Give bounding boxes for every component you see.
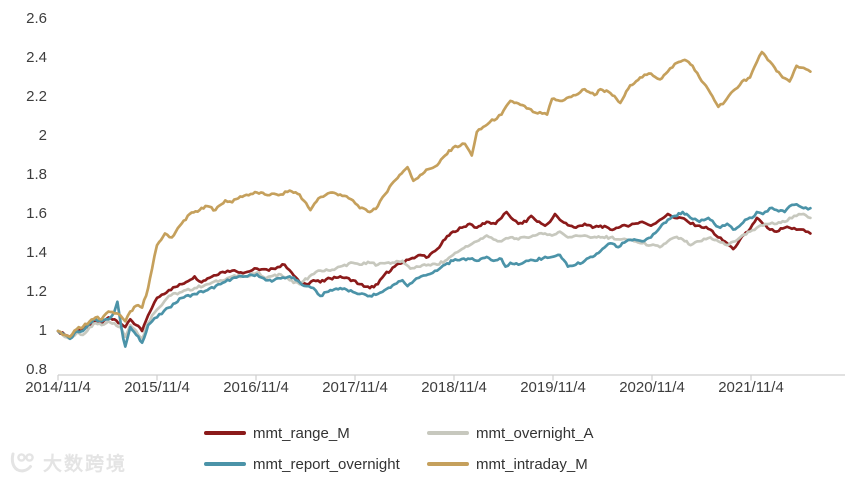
x-tick-label: 2019/11/4	[520, 379, 586, 396]
series-line-mmt_intraday_M	[56, 50, 812, 339]
legend-swatch-teal-icon	[204, 462, 246, 466]
legend-swatch-gray-icon	[427, 431, 469, 435]
y-tick-label: 2.6	[26, 10, 47, 27]
legend-item-mmt-overnight-a[interactable]: mmt_overnight_A	[427, 423, 594, 443]
legend-item-mmt-range-m[interactable]: mmt_range_M	[204, 423, 350, 443]
legend-item-mmt-report-overnight[interactable]: mmt_report_overnight	[204, 454, 400, 474]
watermark-text: 大数跨境	[43, 454, 128, 475]
x-tick-label: 2017/11/4	[322, 379, 388, 396]
legend-label: mmt_report_overnight	[253, 455, 400, 473]
x-tick-label: 2014/11/4	[25, 379, 91, 396]
y-tick-label: 1.4	[26, 244, 47, 261]
x-tick-label: 2016/11/4	[223, 379, 289, 396]
y-tick-label: 1.8	[26, 166, 47, 183]
y-tick-label: 0.8	[26, 361, 47, 378]
y-tick-label: 2.2	[26, 88, 47, 105]
legend-label: mmt_range_M	[253, 424, 350, 442]
x-tick-label: 2021/11/4	[718, 379, 784, 396]
legend-swatch-gold-icon	[427, 462, 469, 466]
series-line-mmt_range_M	[56, 210, 812, 339]
series-line-mmt_overnight_A	[56, 212, 812, 341]
legend-label: mmt_overnight_A	[476, 424, 594, 442]
y-tick-label: 1.2	[26, 283, 47, 300]
x-tick-label: 2018/11/4	[421, 379, 487, 396]
y-tick-label: 1.6	[26, 205, 47, 222]
x-tick-label: 2020/11/4	[619, 379, 685, 396]
y-tick-label: 1	[38, 322, 47, 339]
watermark-logo-icon	[10, 452, 34, 472]
legend-label: mmt_intraday_M	[476, 455, 588, 473]
legend-item-mmt-intraday-m[interactable]: mmt_intraday_M	[427, 454, 588, 474]
series-line-mmt_report_overnight	[56, 202, 812, 348]
legend-swatch-red-icon	[204, 431, 246, 435]
y-tick-label: 2.4	[26, 49, 47, 66]
x-tick-label: 2015/11/4	[124, 379, 190, 396]
y-tick-label: 2	[38, 127, 47, 144]
watermark: 大数跨境	[8, 449, 127, 476]
